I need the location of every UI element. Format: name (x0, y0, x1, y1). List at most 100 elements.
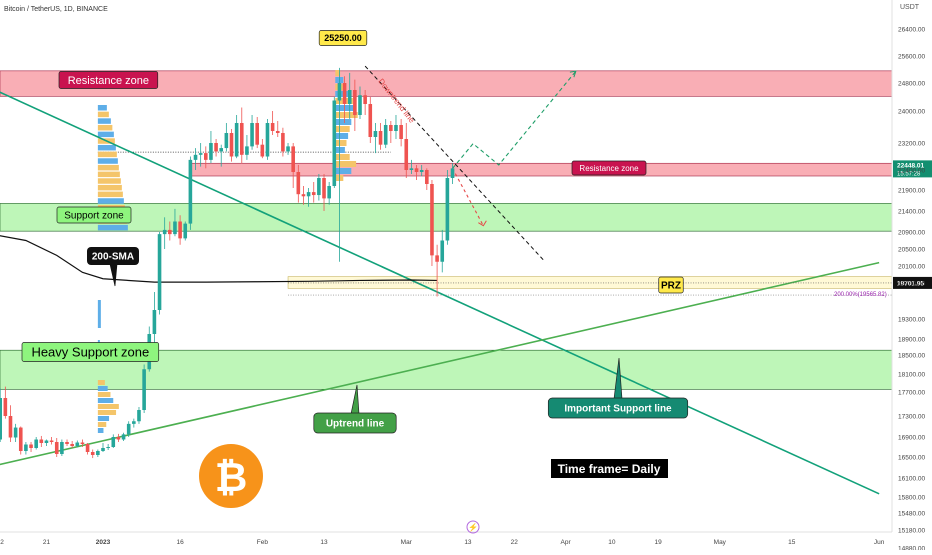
candle (75, 440, 80, 448)
candle (414, 164, 419, 180)
volume-bar (97, 184, 122, 191)
x-tick-label: 13 (320, 539, 328, 546)
candle (168, 221, 172, 241)
candle-body (229, 133, 234, 157)
candle-body (373, 131, 378, 137)
candle-body (317, 178, 321, 196)
x-tick-label: Mar (401, 539, 413, 546)
trendline-dashed_down (364, 65, 546, 263)
volume-bar (97, 118, 111, 124)
uptrend-line-label: Uptrend line (326, 419, 385, 430)
y-tick-label: 15180.00 (898, 528, 925, 535)
x-tick-label: Feb (257, 539, 269, 546)
zone-resistance-1 (190, 162, 892, 177)
candle (327, 182, 331, 205)
time-axis[interactable]: 12 21 2023 16 Feb 13 Mar 13 22 Apr 10 19 May 15 Jun (0, 539, 885, 546)
volume-bar (97, 164, 119, 171)
volume-bar (97, 404, 119, 409)
candle-body (450, 168, 455, 178)
candle-body (3, 398, 8, 416)
candle-body (245, 146, 249, 155)
candle-body (54, 442, 59, 454)
candle-body (445, 178, 450, 241)
volume-bar (97, 124, 113, 131)
volume-bar (97, 410, 117, 415)
y-tick-label: 24000.00 (898, 109, 925, 116)
x-tick-label: Apr (561, 539, 572, 546)
candle (3, 386, 8, 419)
candle-body (322, 178, 326, 199)
candle (224, 123, 229, 152)
candle-body (270, 123, 275, 131)
candle (419, 164, 424, 176)
candle-body (425, 170, 429, 184)
price-axis[interactable]: 26400.00 25600.00 24800.00 24000.00 23200.00… (898, 27, 925, 553)
volume-bar (335, 112, 358, 118)
candle-body (291, 146, 295, 172)
candle (270, 111, 275, 135)
candle-body (132, 421, 136, 424)
candle-body (126, 423, 131, 435)
y-tick-label: 20500.00 (898, 247, 925, 254)
candle (435, 244, 439, 297)
candle-body (440, 240, 445, 262)
candle (311, 182, 316, 203)
candle-body (342, 83, 347, 104)
volume-bar (335, 161, 357, 167)
candle-body (209, 143, 213, 160)
volume-bar (97, 386, 108, 391)
y-tick-label: 19300.00 (898, 317, 925, 324)
candle-body (121, 434, 126, 440)
candle (49, 437, 54, 445)
replay-icon[interactable] (466, 520, 480, 534)
candle-body (214, 143, 218, 152)
candle (137, 407, 141, 424)
candle (275, 121, 280, 137)
candle-body (389, 125, 393, 131)
candle-body (430, 184, 434, 256)
projection-up-path (452, 70, 577, 169)
volume-bar (97, 416, 110, 421)
volume-bar (97, 191, 123, 198)
x-tick-label: 15 (788, 539, 796, 546)
sma-callout-label: 200-SMA (92, 252, 134, 263)
candle-body (394, 125, 398, 131)
candle (440, 229, 445, 273)
y-tick-label: 20100.00 (898, 264, 925, 271)
volume-bar (335, 119, 352, 125)
projection-down-arrowhead (478, 220, 487, 227)
support-zone-label-box (56, 206, 132, 224)
y-tick-label: 15480.00 (898, 511, 925, 518)
candle (85, 443, 90, 455)
volume-bar (335, 154, 350, 160)
candle-body (363, 95, 367, 104)
high-price-label: 25250.00 (324, 33, 362, 43)
y-tick-label: 23200.00 (898, 141, 925, 148)
candle-body (378, 131, 383, 145)
candle-body (286, 146, 290, 152)
candle (409, 159, 414, 174)
important-support-label-pointer (613, 357, 623, 400)
candle-body (414, 168, 419, 172)
replay-glyph: ⚡ (468, 522, 478, 532)
candle (399, 119, 403, 147)
candle (96, 449, 100, 457)
volume-bar (335, 147, 345, 153)
candle (101, 443, 105, 452)
candle-body (137, 410, 141, 422)
candle (157, 232, 162, 315)
prz-band (287, 276, 892, 289)
candle (193, 148, 198, 170)
volume-bar (335, 70, 341, 76)
y-tick-label: 14880.00 (898, 546, 925, 551)
candle-body (157, 234, 162, 310)
fib-level-label: 200.00%(19565.82) (834, 292, 887, 298)
volume-bar (335, 126, 350, 132)
candle (219, 144, 224, 167)
candle (394, 115, 398, 139)
uptrend-line-label-box (313, 412, 397, 434)
candle-body (332, 100, 337, 186)
candle (389, 121, 393, 143)
